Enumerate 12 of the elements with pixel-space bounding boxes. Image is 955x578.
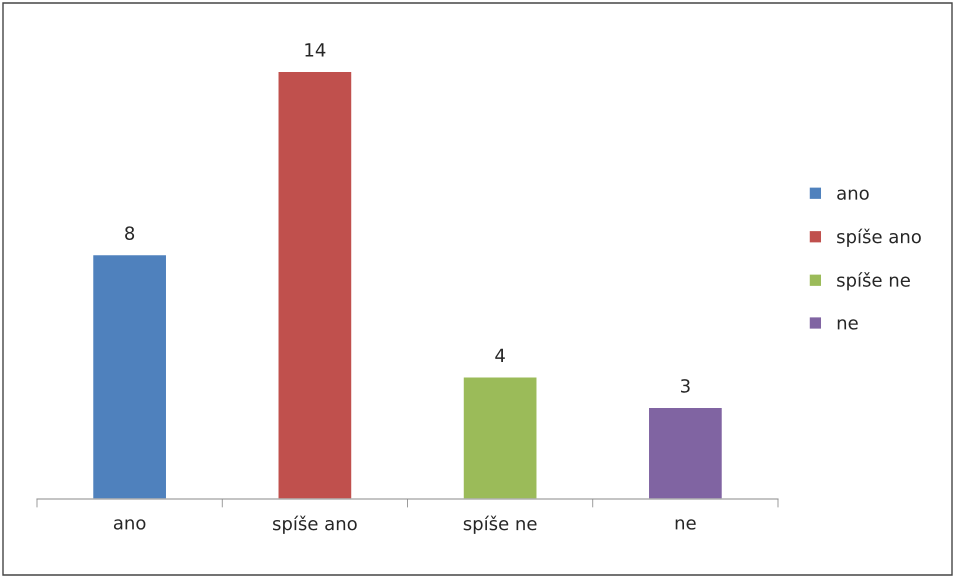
legend-label: ne — [838, 319, 858, 330]
data-label: 8 — [125, 226, 134, 240]
data-label: 4 — [495, 348, 505, 362]
x-tick-label: ano — [114, 519, 146, 530]
x-tick-label: spíše ano — [273, 516, 357, 534]
data-label: 14 — [305, 43, 326, 56]
x-tick-label: spíše ne — [464, 516, 537, 534]
legend-label: spíše ano — [837, 228, 921, 247]
x-tick-label: ne — [676, 519, 696, 530]
data-label: 3 — [681, 379, 690, 393]
legend-label: spíše ne — [837, 272, 910, 290]
legend-label: ano — [837, 190, 869, 200]
